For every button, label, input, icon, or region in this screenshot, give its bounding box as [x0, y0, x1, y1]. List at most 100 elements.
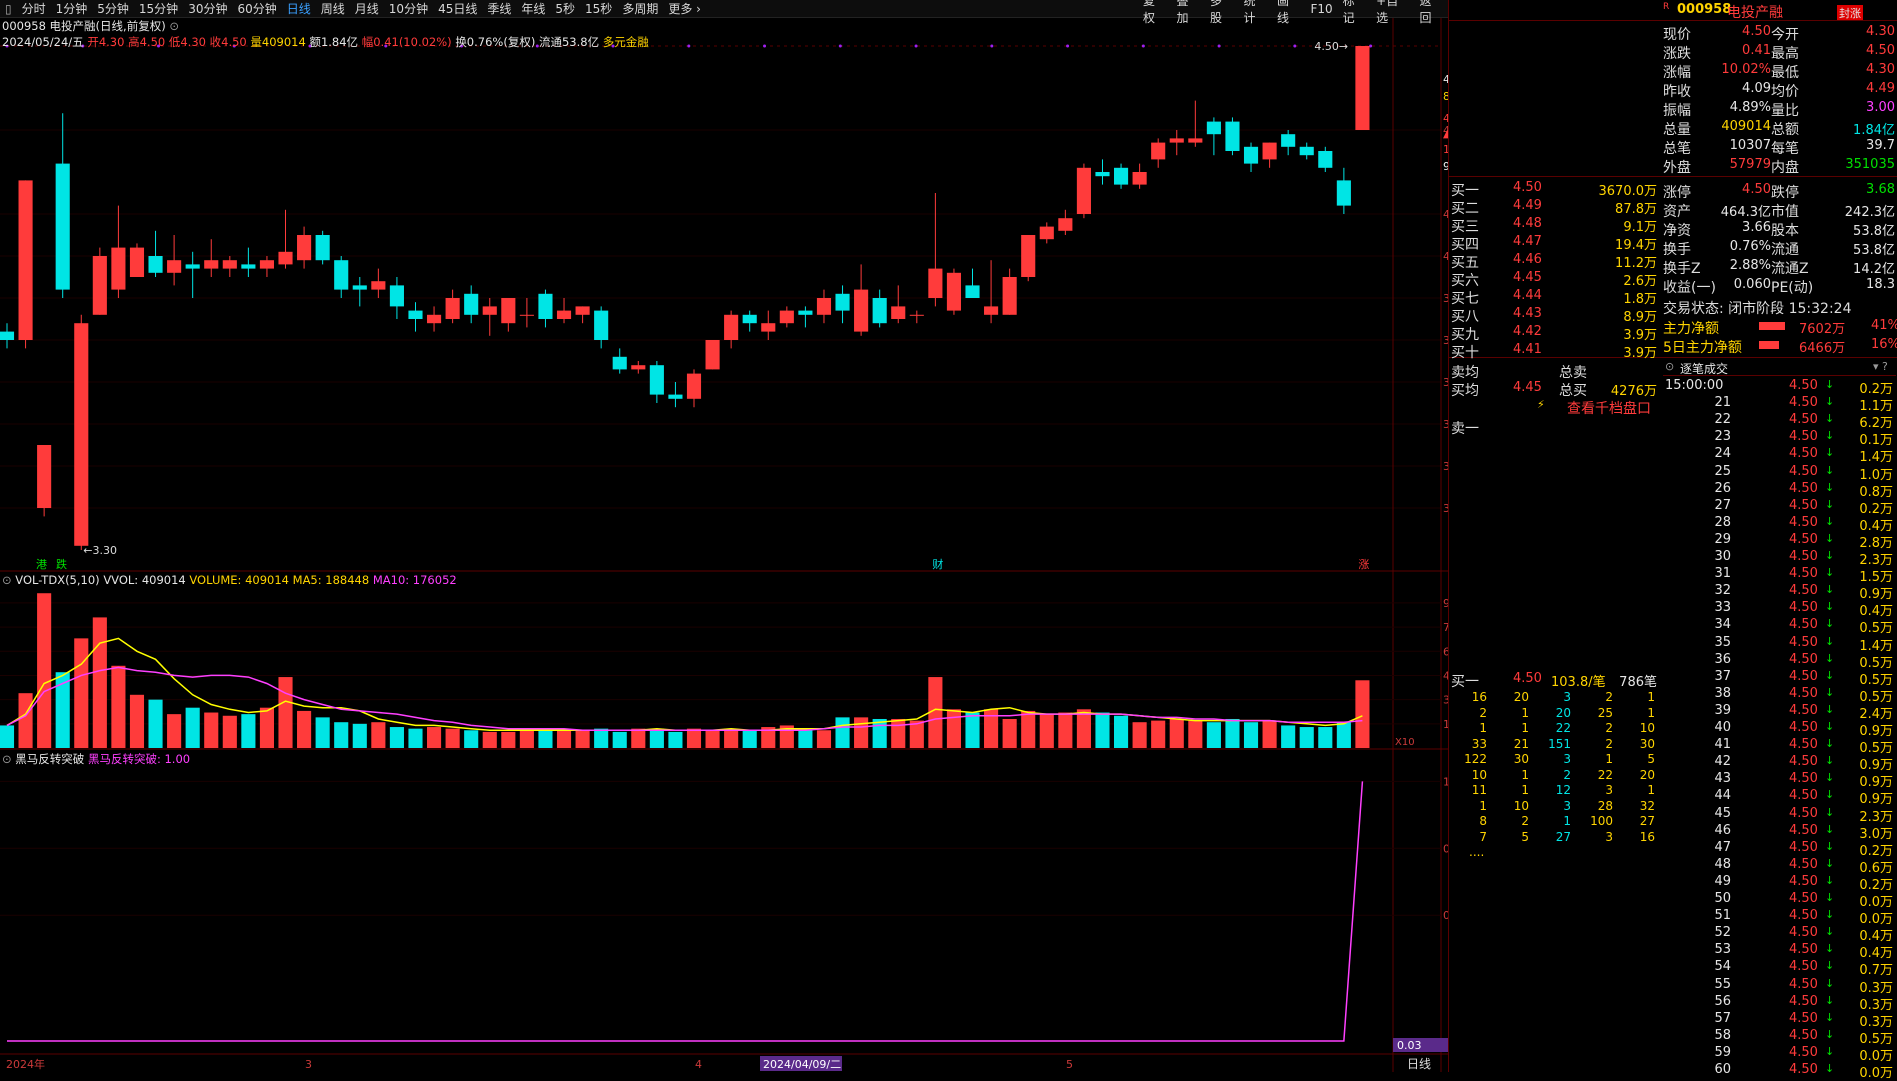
tab-7[interactable]: 周线: [320, 2, 345, 16]
tab-8[interactable]: 月线: [354, 2, 379, 16]
candle-body: [167, 260, 182, 273]
tick-price: 4.50: [1789, 720, 1818, 735]
quote-value: 39.7: [1866, 138, 1895, 153]
tab-5[interactable]: 60分钟: [237, 2, 277, 16]
tab-4[interactable]: 30分钟: [188, 2, 228, 16]
tick-volume: 0.0万: [1859, 912, 1893, 928]
tool-1[interactable]: 叠加: [1176, 0, 1189, 25]
quote-value: 4.50: [1742, 24, 1771, 39]
tick-price: 4.50: [1789, 497, 1818, 513]
separator: [1449, 357, 1897, 358]
main-flow-pct: 41%: [1871, 318, 1897, 333]
tick-volume: 0.3万: [1859, 1014, 1893, 1030]
queue-cell: 1: [1647, 690, 1655, 704]
candle-body: [946, 272, 962, 311]
queue-cell: 2: [1605, 736, 1613, 751]
tick-price: 4.50: [1789, 959, 1818, 975]
quote-value: 2.88%: [1729, 258, 1771, 273]
tick-dir-icon: ↓: [1825, 788, 1835, 802]
tool-8[interactable]: 返回: [1419, 0, 1432, 25]
kline-chart-svg[interactable]: 4.304.104.003.903.803.703.603.503.404.50…: [0, 18, 1485, 1072]
tab-3[interactable]: 15分钟: [138, 2, 179, 16]
volume-bar: [297, 710, 312, 748]
candle-body: [798, 310, 813, 315]
collapse-icon[interactable]: ⊙: [2, 752, 12, 766]
collapse-icon[interactable]: ⊙: [1665, 360, 1675, 373]
candle-body: [352, 285, 367, 290]
candle-body: [1262, 142, 1277, 160]
tick-dir-icon: ↓: [1825, 891, 1835, 904]
chart-toolbar: 复权 叠加 多股 统计 画线 F10 标记 +自选 返回: [1138, 0, 1448, 25]
tab-11[interactable]: 季线: [487, 2, 512, 16]
ticks-tools-icon[interactable]: ▾ ?: [1873, 360, 1888, 373]
tab-10[interactable]: 45日线: [438, 2, 478, 16]
queue-cell: 5: [1521, 829, 1529, 844]
tool-5[interactable]: F10: [1310, 1, 1333, 16]
kline-chart-area[interactable]: 4.304.104.003.903.803.703.603.503.404.50…: [0, 18, 1550, 1072]
candle-body: [55, 163, 70, 290]
volume-bar: [0, 725, 15, 748]
volume-bar: [705, 730, 720, 748]
tick-price: 4.50: [1789, 429, 1818, 445]
candle-body: [1021, 235, 1036, 277]
collapse-icon[interactable]: ⊙: [2, 573, 12, 587]
dropdown-icon[interactable]: ⊙: [169, 19, 179, 33]
bid-label: 买九: [1451, 327, 1479, 343]
volume-bar: [835, 717, 850, 748]
info-low: 低4.30: [168, 35, 206, 49]
tab-13[interactable]: 5秒: [555, 2, 576, 16]
tick-price: 4.50: [1789, 891, 1818, 906]
tick-dir-icon: ↓: [1825, 446, 1835, 460]
tool-6[interactable]: 标记: [1342, 0, 1355, 25]
tool-7[interactable]: +自选: [1376, 0, 1399, 25]
tab-0[interactable]: 分时: [21, 2, 46, 16]
tab-9[interactable]: 10分钟: [388, 2, 429, 16]
quote-label: 总量: [1663, 122, 1691, 138]
tick-volume: 1.1万: [1859, 399, 1893, 415]
stock-title: 000958 电投产融(日线,前复权): [2, 19, 166, 33]
tab-14[interactable]: 15秒: [585, 2, 613, 16]
tick-volume: 0.9万: [1859, 775, 1893, 791]
tab-1[interactable]: 1分钟: [55, 2, 88, 16]
quote-label: 外盘: [1663, 160, 1691, 176]
queue-cell: 1: [1521, 767, 1529, 782]
tab-16[interactable]: 更多 ›: [668, 2, 701, 16]
quote-value: 1.84亿: [1853, 123, 1895, 138]
tick-dir-icon: ↓: [1825, 651, 1835, 665]
tick-price: 4.50: [1789, 976, 1818, 992]
quote-label: 昨收: [1663, 84, 1691, 100]
quote-label: 换手: [1663, 242, 1691, 258]
tool-4[interactable]: 画线: [1277, 0, 1290, 25]
tick-volume: 0.9万: [1859, 587, 1893, 603]
tick-time: 15:00:00: [1665, 378, 1724, 393]
tick-volume: 2.3万: [1859, 553, 1893, 568]
tick-volume: 0.5万: [1859, 689, 1893, 705]
queue-cell: 32: [1639, 798, 1655, 813]
menu-icon[interactable]: ▯: [5, 1, 12, 16]
quote-value: 4.09: [1742, 81, 1771, 96]
buy1-queue-avg: 103.8/笔: [1551, 675, 1606, 690]
tick-volume: 0.9万: [1859, 792, 1893, 808]
tick-price: 4.50: [1789, 583, 1818, 599]
tool-0[interactable]: 复权: [1143, 0, 1156, 25]
info-high: 高4.50: [128, 35, 166, 49]
bid-volume: 19.4万: [1615, 238, 1657, 253]
tick-time: 42: [1714, 754, 1731, 770]
bid-label: 买五: [1451, 255, 1479, 271]
tab-15[interactable]: 多周期: [622, 2, 659, 16]
tab-2[interactable]: 5分钟: [97, 2, 129, 16]
tick-price: 4.50: [1789, 378, 1818, 393]
info-industry[interactable]: 多元金融: [602, 35, 649, 49]
tick-dir-icon: ↓: [1825, 942, 1835, 956]
queue-cell: 1: [1647, 783, 1655, 797]
tool-3[interactable]: 统计: [1243, 0, 1256, 25]
info-amount: 额1.84亿: [309, 35, 359, 49]
candle-body: [724, 314, 739, 340]
tab-6[interactable]: 日线: [286, 2, 311, 16]
bid-label: 买二: [1451, 201, 1479, 217]
tick-dir-icon: ↓: [1825, 1044, 1835, 1058]
tick-time: 31: [1714, 566, 1731, 582]
qianpan-link[interactable]: 查看千档盘口: [1567, 401, 1651, 417]
tool-2[interactable]: 多股: [1210, 0, 1223, 25]
tab-12[interactable]: 年线: [521, 2, 546, 16]
